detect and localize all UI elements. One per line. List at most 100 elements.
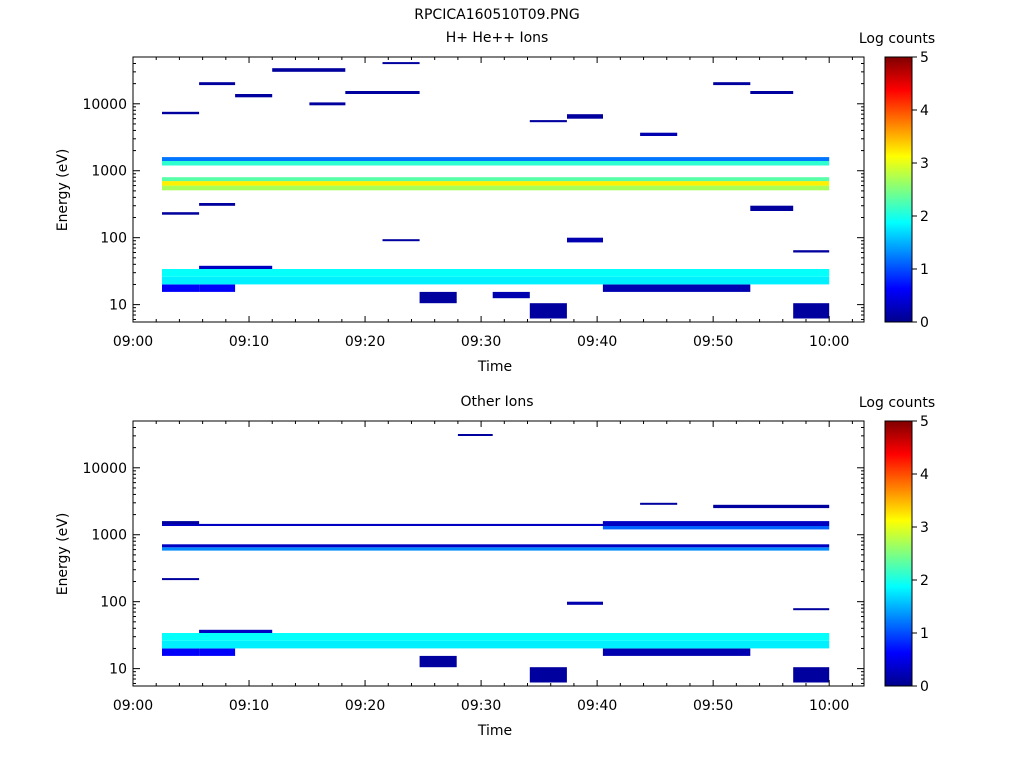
heatmap-bin (713, 504, 830, 509)
heatmap-bin (162, 269, 830, 277)
x-tick-label: 09:10 (229, 334, 269, 350)
heatmap-bin (199, 284, 236, 292)
colorbar-tick-label: 1 (920, 626, 929, 642)
x-tick-label: 09:50 (693, 334, 733, 350)
colorbar-tick-label: 2 (920, 573, 929, 589)
heatmap-bin (162, 648, 200, 656)
heatmap-bin (750, 91, 794, 94)
colorbar-ticks: 0 1 2 3 4 5 (912, 50, 929, 331)
heatmap-bin (457, 434, 493, 436)
heatmap-bin (162, 640, 830, 649)
colorbar-tick-label: 5 (920, 414, 929, 430)
heatmap-bin (199, 203, 236, 206)
x-tick-label: 10:00 (809, 334, 849, 350)
x-tick-label: 09:30 (461, 334, 501, 350)
heatmap-bin (162, 111, 200, 115)
heatmap-bin (640, 502, 678, 505)
heatmap-bin (492, 291, 530, 299)
x-tick-label: 09:00 (113, 334, 153, 350)
heatmap-bin (162, 547, 830, 551)
panel-other-ions: Other Ions 09:00 09:10 09:20 09:30 09:40 09:5… (55, 394, 935, 739)
heatmap-bin (793, 608, 830, 611)
x-axis-label: Time (477, 723, 512, 739)
colorbar (884, 420, 913, 687)
y-tick-label: 1000 (91, 164, 127, 180)
colorbar-tick-label: 0 (920, 315, 929, 331)
heatmap-bin (235, 94, 273, 98)
x-tick-label: 09:20 (345, 698, 385, 714)
heatmap-bin (309, 102, 346, 106)
x-tick-label: 09:40 (577, 698, 617, 714)
x-tick-label: 09:10 (229, 698, 269, 714)
heatmap-bin (162, 521, 200, 524)
heatmap-bin (713, 82, 751, 86)
heatmap-bin (382, 62, 420, 65)
heatmap-bin (162, 157, 830, 161)
heatmap-bin (567, 237, 603, 243)
heatmap-bin (199, 648, 236, 656)
heatmap-bin (419, 291, 457, 304)
heatmap-bin (602, 284, 751, 292)
panel-title: Other Ions (460, 394, 533, 410)
heatmap-bin (602, 526, 830, 530)
heatmap-bins (162, 434, 830, 683)
heatmap-bin (419, 655, 457, 668)
heatmap-bin (162, 276, 830, 285)
heatmap-bin (162, 181, 830, 186)
x-axis-label: Time (477, 359, 512, 375)
heatmap-bin (640, 132, 678, 136)
heatmap-bin (272, 68, 346, 72)
heatmap-bin (529, 667, 567, 683)
y-tick-label: 10000 (82, 461, 127, 477)
y-ticks: 10 100 1000 10000 (82, 426, 864, 684)
y-ticks: 10 100 1000 10000 (82, 62, 864, 320)
heatmap-bin (793, 303, 830, 319)
heatmap-bin (793, 667, 830, 683)
heatmap-bin (793, 250, 830, 253)
y-tick-label: 10 (109, 298, 127, 314)
heatmap-bin (162, 633, 830, 641)
colorbar-tick-label: 5 (920, 50, 929, 66)
x-ticks: 09:00 09:10 09:20 09:30 09:40 09:50 10:00 (113, 421, 853, 714)
y-axis-label: Energy (eV) (55, 149, 71, 232)
heatmap-bin (199, 265, 273, 269)
heatmap-bin (162, 212, 200, 215)
heatmap-bin (162, 161, 830, 166)
y-tick-label: 10000 (82, 97, 127, 113)
heatmap-bin (162, 177, 830, 182)
panel-title: H+ He++ Ions (446, 30, 549, 46)
colorbar-ticks: 0 1 2 3 4 5 (912, 414, 929, 695)
heatmap-bin (199, 629, 273, 633)
heatmap-bin (602, 648, 751, 656)
heatmap-bin (345, 91, 420, 94)
heatmap-bin (529, 303, 567, 319)
x-ticks: 09:00 09:10 09:20 09:30 09:40 09:50 10:00 (113, 57, 853, 350)
colorbar-tick-label: 3 (920, 156, 929, 172)
colorbar-tick-label: 1 (920, 262, 929, 278)
heatmap-bin (602, 521, 830, 524)
heatmap-bin (162, 544, 830, 548)
plot-frame (132, 56, 865, 323)
panel-h-he-ions: H+ He++ Ions 09:00 09:10 09:20 09:30 09:40 09… (55, 30, 935, 375)
colorbar-label: Log counts (859, 395, 935, 411)
colorbar-tick-label: 3 (920, 520, 929, 536)
colorbar-tick-label: 0 (920, 679, 929, 695)
y-tick-label: 100 (100, 595, 127, 611)
heatmap-bin (567, 601, 603, 605)
heatmap-bin (162, 284, 200, 292)
y-tick-label: 1000 (91, 528, 127, 544)
heatmap-bin (567, 114, 603, 119)
x-tick-label: 09:00 (113, 698, 153, 714)
heatmap-bins (162, 62, 830, 319)
x-tick-label: 09:50 (693, 698, 733, 714)
heatmap-bin (162, 185, 830, 191)
heatmap-bin (750, 205, 794, 211)
heatmap-bin (529, 120, 567, 123)
y-tick-label: 10 (109, 662, 127, 678)
colorbar-tick-label: 4 (920, 467, 929, 483)
heatmap-bin (199, 82, 236, 86)
x-tick-label: 09:20 (345, 334, 385, 350)
heatmap-bin (162, 578, 200, 581)
y-tick-label: 100 (100, 231, 127, 247)
